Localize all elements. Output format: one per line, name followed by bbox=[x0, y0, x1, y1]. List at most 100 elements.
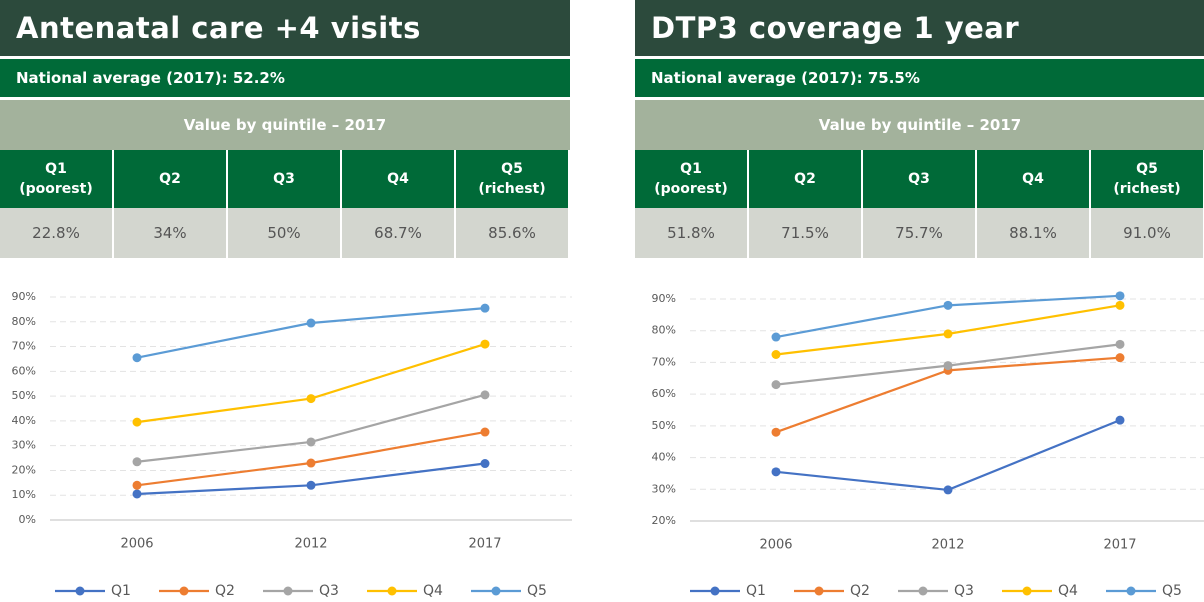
series-point bbox=[1115, 353, 1125, 363]
series-point bbox=[480, 459, 490, 469]
series-point bbox=[132, 480, 142, 490]
legend-label: Q2 bbox=[850, 583, 870, 599]
series-point bbox=[771, 350, 781, 359]
series-point bbox=[306, 480, 316, 490]
quintile-value: 50% bbox=[228, 208, 342, 258]
series-point bbox=[132, 353, 142, 363]
panel-title: DTP3 coverage 1 year bbox=[635, 0, 1204, 56]
quintile-sub: (poorest) bbox=[654, 181, 728, 197]
quintile-label: Q2 bbox=[159, 171, 181, 187]
legend-marker bbox=[1022, 586, 1032, 596]
series-line bbox=[136, 343, 486, 424]
series-line bbox=[775, 419, 1121, 492]
legend-label: Q3 bbox=[954, 583, 974, 599]
quintile-header: Q2 bbox=[749, 150, 863, 208]
series-point bbox=[480, 303, 490, 313]
x-tick-label: 2012 bbox=[931, 538, 964, 553]
legend-label: Q3 bbox=[319, 583, 339, 599]
quintile-header: Q3 bbox=[228, 150, 342, 208]
series-point bbox=[771, 380, 781, 390]
series-point bbox=[1115, 300, 1125, 310]
y-tick-label: 20% bbox=[652, 514, 676, 527]
series-point bbox=[771, 467, 781, 477]
quintile-sub: (richest) bbox=[1113, 181, 1181, 197]
quintile-value: 51.8% bbox=[635, 208, 749, 258]
quintile-sub: (poorest) bbox=[19, 181, 93, 197]
y-tick-label: 80% bbox=[652, 324, 676, 337]
y-tick-label: 50% bbox=[12, 389, 36, 402]
series-point bbox=[306, 394, 316, 404]
series-line bbox=[136, 393, 486, 463]
series-line bbox=[136, 307, 486, 359]
national-average: National average (2017): 52.2% bbox=[0, 59, 570, 97]
series-point bbox=[480, 339, 490, 349]
series-point bbox=[480, 390, 490, 400]
quintile-label: Q2 bbox=[794, 171, 816, 187]
legend-marker bbox=[75, 586, 85, 596]
legend-marker bbox=[283, 586, 293, 596]
quintile-value: 71.5% bbox=[749, 208, 863, 258]
quintile-header: Q3 bbox=[863, 150, 977, 208]
x-tick-label: 2017 bbox=[468, 537, 501, 552]
quintile-label: Q3 bbox=[273, 171, 295, 187]
y-tick-label: 50% bbox=[652, 419, 676, 432]
table-header: Value by quintile – 2017 bbox=[635, 100, 1204, 150]
table-header: Value by quintile – 2017 bbox=[0, 100, 570, 150]
quintile-value: 34% bbox=[114, 208, 228, 258]
y-tick-label: 30% bbox=[652, 482, 676, 495]
quintile-value: 75.7% bbox=[863, 208, 977, 258]
quintile-value: 85.6% bbox=[456, 208, 570, 258]
legend-marker bbox=[814, 586, 824, 596]
series-point bbox=[943, 300, 953, 310]
legend-marker bbox=[1126, 586, 1136, 596]
legend-label: Q2 bbox=[215, 583, 235, 599]
y-tick-label: 0% bbox=[19, 513, 36, 526]
series-point bbox=[132, 489, 142, 499]
x-tick-label: 2012 bbox=[294, 537, 327, 552]
legend-marker bbox=[491, 586, 501, 596]
quintile-value: 88.1% bbox=[977, 208, 1091, 258]
series-point bbox=[1115, 415, 1125, 425]
series-point bbox=[1115, 291, 1125, 301]
legend-label: Q4 bbox=[1058, 583, 1078, 599]
quintile-label: Q4 bbox=[387, 171, 409, 187]
series-point bbox=[306, 458, 316, 468]
y-tick-label: 70% bbox=[12, 340, 36, 353]
quintile-label: Q1 bbox=[680, 161, 702, 177]
quintile-label: Q5 bbox=[1136, 161, 1158, 177]
series-point bbox=[132, 457, 142, 467]
series-point bbox=[771, 332, 781, 342]
panel-title: Antenatal care +4 visits bbox=[0, 0, 570, 56]
quintile-value: 22.8% bbox=[0, 208, 114, 258]
national-average: National average (2017): 75.5% bbox=[635, 59, 1204, 97]
legend-marker bbox=[918, 586, 928, 596]
y-tick-label: 60% bbox=[12, 364, 36, 377]
x-tick-label: 2006 bbox=[120, 537, 153, 552]
quintile-label: Q4 bbox=[1022, 171, 1044, 187]
quintile-value: 91.0% bbox=[1091, 208, 1204, 258]
series-point bbox=[306, 437, 316, 447]
legend-label: Q1 bbox=[746, 583, 766, 599]
legend-label: Q5 bbox=[527, 583, 547, 599]
series-point bbox=[1115, 339, 1125, 349]
quintile-header: Q4 bbox=[977, 150, 1091, 208]
series-point bbox=[943, 485, 953, 495]
y-tick-label: 30% bbox=[12, 439, 36, 452]
y-tick-label: 90% bbox=[652, 292, 676, 305]
quintile-header: Q2 bbox=[114, 150, 228, 208]
legend-marker bbox=[387, 586, 397, 596]
x-tick-label: 2017 bbox=[1103, 538, 1136, 553]
legend-label: Q4 bbox=[423, 583, 443, 599]
y-tick-label: 80% bbox=[12, 315, 36, 328]
series-point bbox=[943, 361, 953, 371]
y-tick-label: 90% bbox=[12, 290, 36, 303]
y-tick-label: 20% bbox=[12, 463, 36, 476]
quintile-value: 68.7% bbox=[342, 208, 456, 258]
series-point bbox=[943, 329, 953, 339]
legend-label: Q1 bbox=[111, 583, 131, 599]
y-tick-label: 40% bbox=[12, 414, 36, 427]
series-point bbox=[771, 427, 781, 437]
y-tick-label: 60% bbox=[652, 387, 676, 400]
